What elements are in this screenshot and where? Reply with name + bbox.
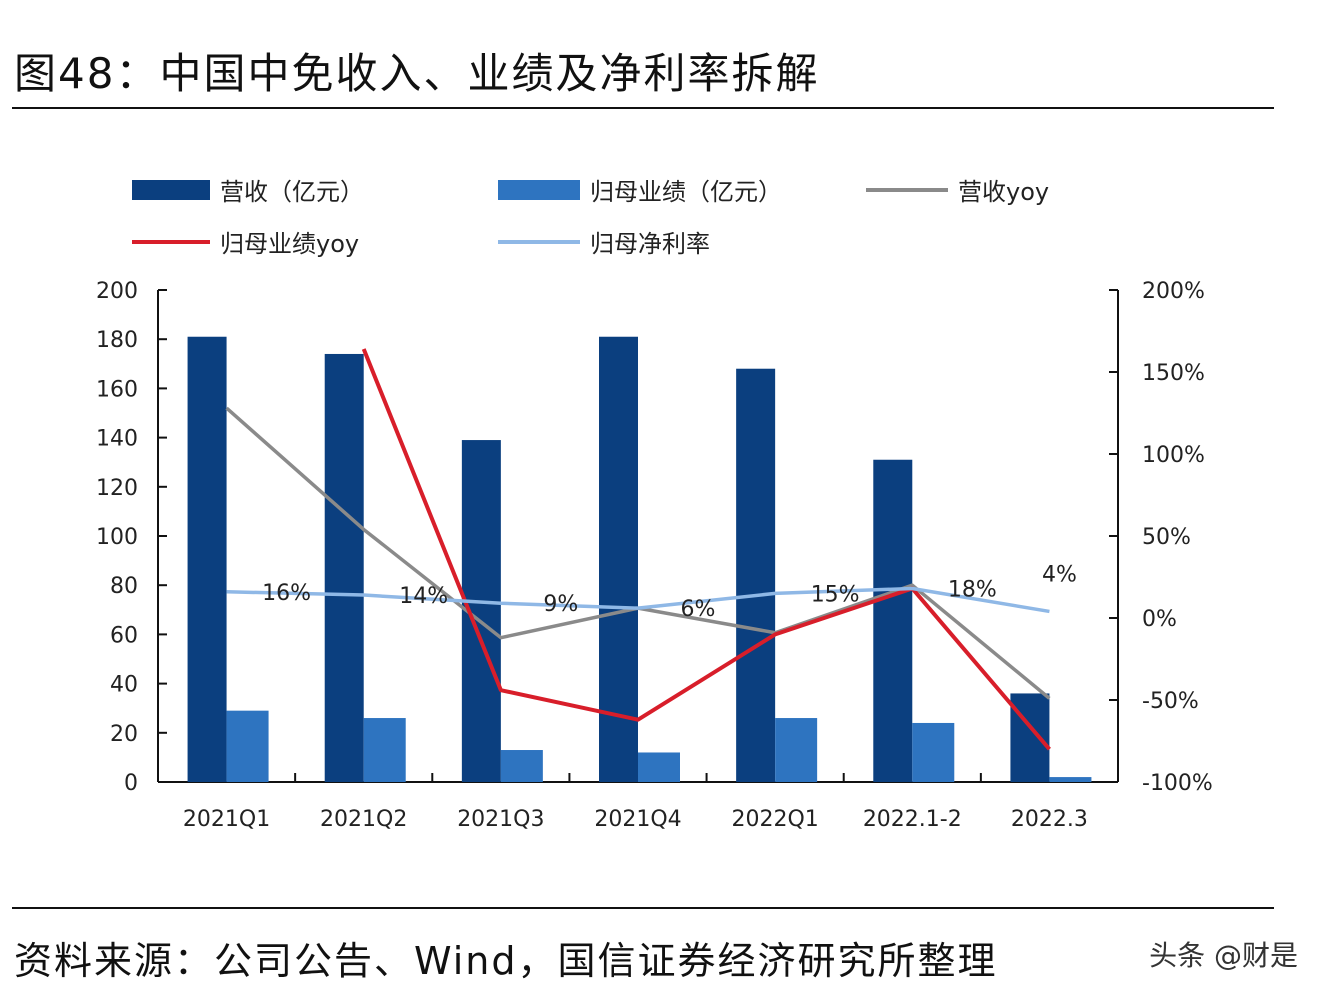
x-tick-label: 2021Q4 [594,807,681,832]
x-tick-label: 2021Q1 [183,807,270,832]
left-tick-label: 40 [110,673,138,698]
right-tick-label: 150% [1142,361,1205,386]
legend-label: 归母业绩（亿元） [590,178,782,206]
bar-profit [226,710,269,782]
bar-profit [638,752,680,782]
legend-swatch [866,187,948,192]
bottom-rule [12,907,1274,909]
legend-swatch [132,179,210,200]
left-tick-label: 120 [96,476,138,501]
right-tick-label: 100% [1142,443,1205,468]
bar-profit [912,722,955,782]
top-rule [12,107,1274,109]
net-margin-label: 18% [948,577,997,602]
left-tick-label: 140 [96,427,138,452]
left-tick-label: 20 [110,722,138,747]
right-tick-label: -50% [1142,689,1199,714]
bar-revenue [1010,693,1050,782]
bar-profit [1049,777,1092,782]
left-tick-label: 0 [124,771,138,796]
legend-label: 营收yoy [958,178,1050,206]
bar-revenue [736,368,776,782]
bar-profit [363,718,406,782]
right-tick-label: -100% [1142,771,1213,796]
left-tick-label: 60 [110,623,138,648]
left-tick-label: 80 [110,574,138,599]
bar-profit [775,718,818,782]
right-tick-label: 0% [1142,607,1177,632]
legend-swatch [498,179,580,200]
left-tick-label: 180 [96,328,138,353]
bar-revenue [187,336,227,782]
left-tick-label: 160 [96,377,138,402]
net-margin-label: 6% [681,597,716,622]
left-tick-label: 200 [96,279,138,304]
net-margin-label: 14% [399,584,448,609]
bar-revenue [873,459,913,782]
right-tick-label: 50% [1142,525,1191,550]
net-margin-label: 15% [811,582,860,607]
net-margin-label: 16% [262,581,311,606]
x-tick-label: 2022Q1 [731,807,818,832]
legend-swatch [132,239,210,244]
chart-svg: 0 20 40 60 80 100 120 140 160 180 200 -100% -50% 0% 50… [96,279,1213,832]
line-net-margin [226,586,1050,614]
legend-item-revenue: 营收（亿元） [132,172,364,207]
bar-profit [500,750,543,782]
left-tick-label: 100 [96,525,138,550]
figure-title: 图48：中国中免收入、业绩及净利率拆解 [14,49,820,98]
line-profit-yoy [361,348,1051,751]
right-tick-label: 200% [1142,279,1205,304]
net-margin-label: 4% [1042,562,1077,587]
legend-item-profit: 归母业绩（亿元） [498,172,782,207]
bar-revenue [599,336,638,782]
x-tick-label: 2021Q3 [457,807,544,832]
source-note: 资料来源：公司公告、Wind，国信证券经济研究所整理 [14,939,998,983]
bar-revenue [324,353,364,782]
x-tick-label: 2022.3 [1011,807,1088,832]
x-tick-label: 2022.1-2 [863,807,962,832]
legend-item-profit-yoy: 归母业绩yoy [132,224,359,259]
legend-label: 营收（亿元） [220,178,364,206]
legend-item-net-margin: 归母净利率 [498,224,710,259]
legend-label: 归母净利率 [590,230,710,258]
legend-item-revenue-yoy: 营收yoy [866,172,1049,207]
watermark: 头条 @财是 [1149,939,1298,972]
x-tick-label: 2021Q2 [320,807,407,832]
legend-label: 归母业绩yoy [220,230,360,258]
legend-swatch [498,239,580,244]
net-margin-label: 9% [543,592,578,617]
